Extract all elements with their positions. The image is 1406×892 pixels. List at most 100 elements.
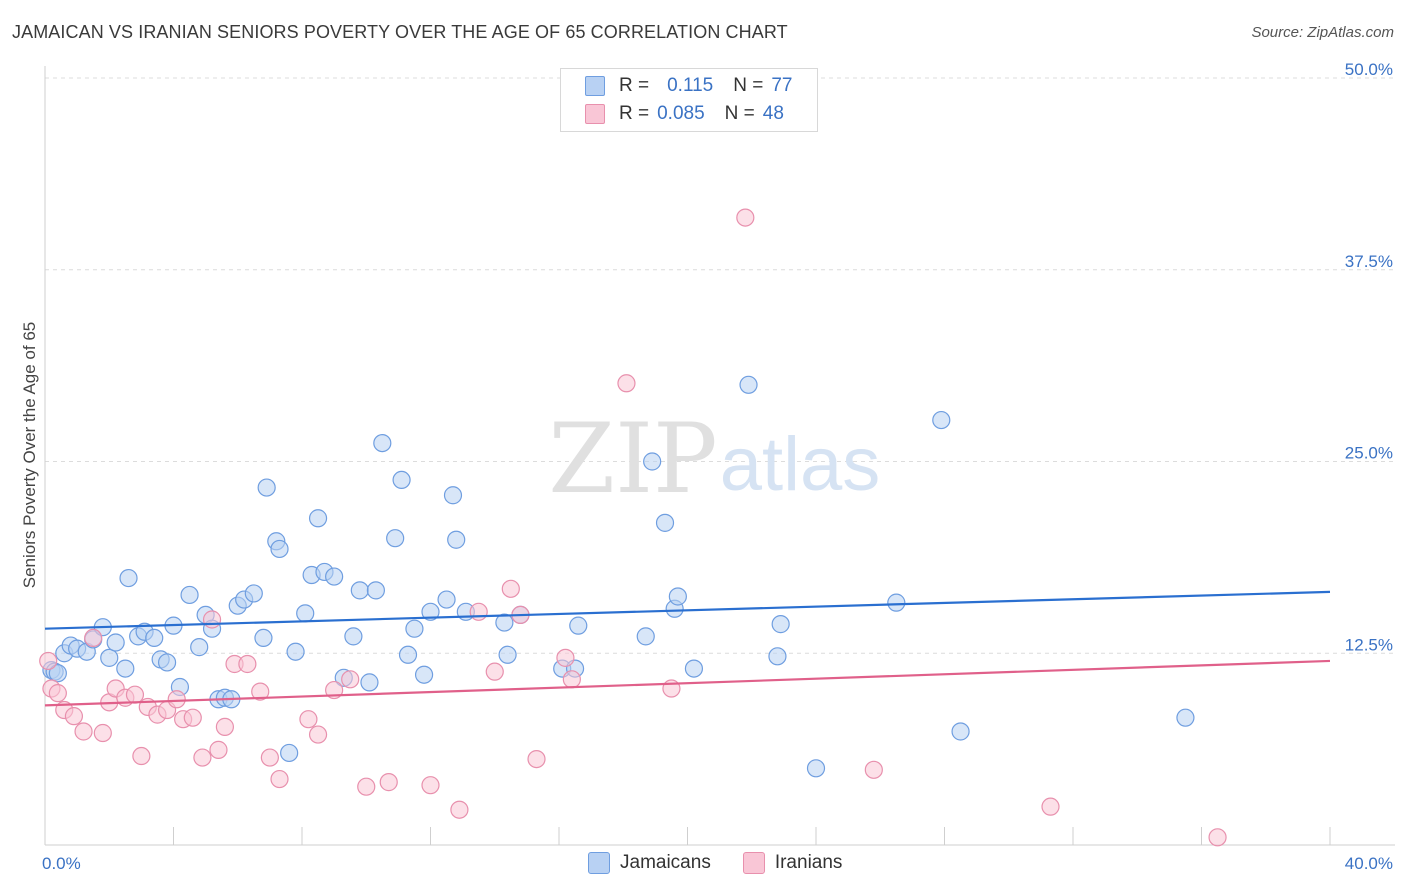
data-point — [379, 773, 398, 792]
data-point — [636, 627, 655, 646]
data-point — [421, 602, 440, 621]
data-point — [450, 800, 469, 819]
data-point — [771, 615, 790, 634]
data-point — [251, 682, 270, 701]
legend-label-iranians: Iranians — [774, 852, 843, 873]
data-point — [498, 645, 517, 664]
watermark-atlas: atlas — [720, 422, 881, 507]
data-point — [145, 628, 164, 648]
stats-legend: R = 0.115 N = 77 R = 0.085 N = 48 — [560, 68, 818, 132]
data-point — [414, 665, 434, 684]
data-point — [299, 710, 318, 729]
data-point — [119, 568, 138, 588]
source-label: Source: ZipAtlas.com — [1251, 24, 1394, 41]
data-point — [202, 610, 222, 629]
data-point — [421, 776, 440, 795]
data-point — [106, 633, 125, 652]
data-point — [485, 662, 504, 681]
legend-swatch-jamaicans — [588, 852, 610, 874]
watermark-zip: ZIP — [548, 403, 717, 515]
data-point — [93, 723, 112, 743]
data-point — [501, 579, 520, 598]
data-point — [556, 648, 575, 667]
legend-n-value: 48 — [762, 103, 784, 124]
legend-r-label: R = — [619, 75, 650, 96]
data-point — [296, 604, 315, 623]
data-point — [373, 433, 392, 453]
data-point — [116, 659, 135, 678]
data-point — [48, 684, 67, 703]
data-point — [398, 645, 418, 664]
data-point — [1041, 797, 1060, 816]
y-tick-label: 50.0% — [1345, 60, 1393, 79]
x-tick-label: 0.0% — [42, 854, 81, 873]
data-point — [668, 587, 687, 606]
data-point — [864, 760, 883, 779]
data-point — [932, 410, 951, 430]
series-legend: Jamaicans Iranians — [588, 852, 874, 874]
data-point — [495, 613, 514, 632]
data-point — [270, 539, 289, 559]
data-point — [132, 746, 151, 766]
data-point — [768, 647, 787, 666]
y-tick-label: 12.5% — [1345, 635, 1393, 654]
data-point — [100, 648, 119, 667]
axes — [44, 66, 1395, 846]
legend-item-jamaicans[interactable]: Jamaicans — [588, 852, 711, 874]
data-point — [386, 529, 405, 548]
legend-label-jamaicans: Jamaicans — [620, 852, 711, 873]
y-tick-label: 37.5% — [1345, 252, 1393, 271]
trend-line-jamaicans — [44, 590, 1331, 630]
legend-swatch-jamaicans — [585, 76, 605, 96]
data-point — [437, 590, 456, 609]
data-point — [806, 759, 826, 778]
data-point — [260, 748, 279, 767]
data-point — [244, 584, 263, 603]
data-point — [684, 659, 704, 678]
data-point — [1208, 828, 1227, 847]
data-point — [655, 513, 675, 532]
data-point — [254, 628, 273, 648]
data-point — [951, 722, 970, 741]
data-points — [39, 208, 1227, 847]
data-point — [447, 530, 466, 549]
data-point — [366, 581, 385, 600]
legend-n-label: N = — [733, 75, 764, 96]
data-point — [286, 642, 305, 661]
data-point — [190, 638, 209, 657]
data-point — [739, 375, 758, 394]
legend-swatch-iranians — [585, 104, 605, 124]
data-point — [341, 670, 360, 689]
data-point — [157, 653, 177, 672]
data-point — [39, 651, 58, 671]
data-point — [238, 654, 257, 674]
data-point — [405, 619, 424, 638]
legend-swatch-iranians — [742, 852, 765, 874]
data-point — [392, 470, 411, 490]
y-tick-label: 25.0% — [1345, 444, 1393, 463]
legend-n-value: 77 — [771, 75, 793, 96]
trend-line-iranians — [44, 659, 1331, 707]
grid-lines — [45, 77, 1395, 654]
series-iranians — [39, 208, 1227, 847]
data-point — [125, 685, 145, 704]
data-point — [350, 581, 369, 600]
data-point — [280, 743, 299, 763]
data-point — [1176, 708, 1195, 727]
data-point — [64, 707, 84, 726]
legend-row-iranians: R = 0.085 N = 48 — [585, 101, 784, 127]
trend-lines — [44, 590, 1331, 707]
data-point — [443, 486, 463, 505]
chart-title: JAMAICAN VS IRANIAN SENIORS POVERTY OVER… — [12, 22, 788, 42]
data-point — [325, 567, 344, 586]
data-point — [357, 777, 376, 796]
data-point — [167, 690, 186, 709]
data-point — [643, 452, 662, 471]
data-point — [48, 664, 67, 683]
data-point — [617, 374, 636, 393]
legend-item-iranians[interactable]: Iranians — [742, 852, 843, 874]
data-point — [469, 602, 488, 621]
data-point — [215, 717, 234, 736]
legend-r-value: 0.115 — [667, 75, 714, 96]
